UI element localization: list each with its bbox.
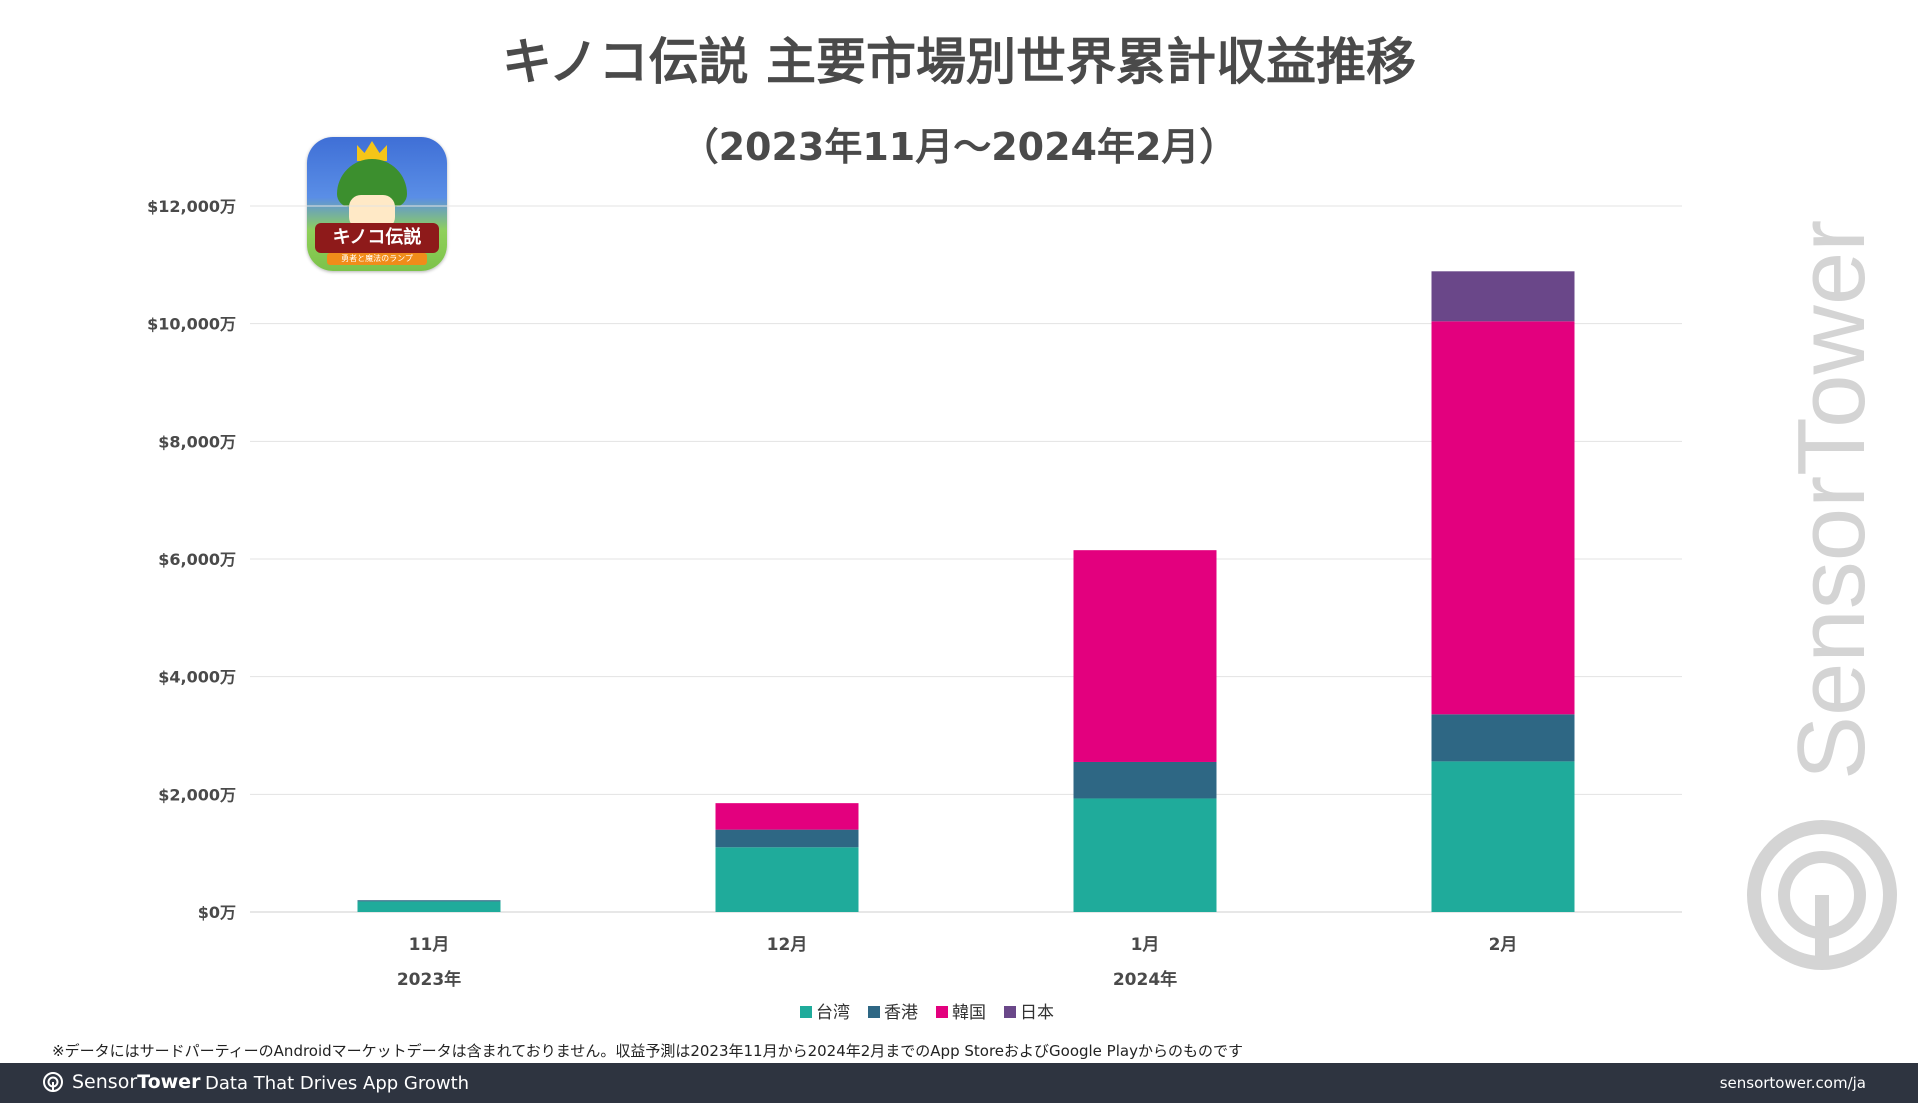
x-tick-label: 1月 (1131, 935, 1160, 955)
app-icon: キノコ伝説 勇者と魔法のランプ (307, 137, 447, 271)
watermark-text: SensorTower (1778, 220, 1885, 780)
year-label: 2024年 (1113, 969, 1177, 990)
legend-swatch (800, 1006, 812, 1018)
legend-swatch (936, 1006, 948, 1018)
app-icon-logo: キノコ伝説 (315, 223, 439, 253)
y-tick-label: $0万 (198, 903, 236, 922)
bar-segment (1431, 714, 1575, 762)
y-tick-label: $10,000万 (147, 315, 236, 334)
bar-segment (1431, 271, 1575, 322)
legend-label: 日本 (1020, 1003, 1054, 1023)
bar-segment (1431, 761, 1575, 912)
brand-tower: Tower (137, 1071, 201, 1093)
app-icon-sublogo: 勇者と魔法のランプ (327, 253, 427, 265)
bar-segment (357, 901, 501, 912)
x-tick-label: 11月 (409, 935, 450, 955)
bar-segment (357, 900, 501, 902)
legend-label: 台湾 (816, 1003, 850, 1023)
bar-segment (715, 829, 859, 848)
stacked-bar-chart: $0万 $2,000万 $4,000万 $6,000万 $8,000万 $10,000万 $… (147, 197, 1682, 1023)
y-tick-label: $2,000万 (158, 785, 236, 804)
bar-segment (1073, 761, 1217, 799)
legend-swatch (868, 1006, 880, 1018)
sensortower-watermark: SensorTower (1747, 220, 1897, 970)
footer-url[interactable]: sensortower.com/ja (1719, 1074, 1866, 1092)
year-label: 2023年 (397, 969, 461, 990)
bar-segment (1431, 321, 1575, 715)
chart-title: キノコ伝説 主要市場別世界累計収益推移 (502, 33, 1416, 91)
legend-label: 香港 (884, 1003, 918, 1023)
sensortower-icon (43, 1072, 63, 1092)
x-tick-label: 2月 (1489, 935, 1518, 955)
footer-tagline: Data That Drives App Growth (205, 1073, 470, 1094)
footnote: ※データにはサードパーティーのAndroidマーケットデータは含まれておりません… (52, 1042, 1243, 1060)
legend-swatch (1004, 1006, 1016, 1018)
y-tick-label: $8,000万 (158, 432, 236, 451)
y-tick-label: $4,000万 (158, 668, 236, 687)
x-tick-label: 12月 (767, 935, 808, 955)
bar-segment (1073, 798, 1217, 912)
chart-subtitle: （2023年11月～2024年2月） (680, 125, 1238, 169)
footer-bar: Sensor Tower Data That Drives App Growth … (0, 1063, 1918, 1103)
legend-label: 韓国 (952, 1003, 986, 1023)
bar-segment (715, 847, 859, 912)
bar-segment (1073, 550, 1217, 762)
y-tick-label: $12,000万 (147, 197, 236, 216)
sensortower-logo-icon (1747, 820, 1897, 970)
brand-sensor: Sensor (72, 1071, 138, 1093)
y-tick-label: $6,000万 (158, 550, 236, 569)
bar-segment (715, 803, 859, 830)
footer-brand[interactable]: Sensor Tower (42, 1071, 200, 1093)
